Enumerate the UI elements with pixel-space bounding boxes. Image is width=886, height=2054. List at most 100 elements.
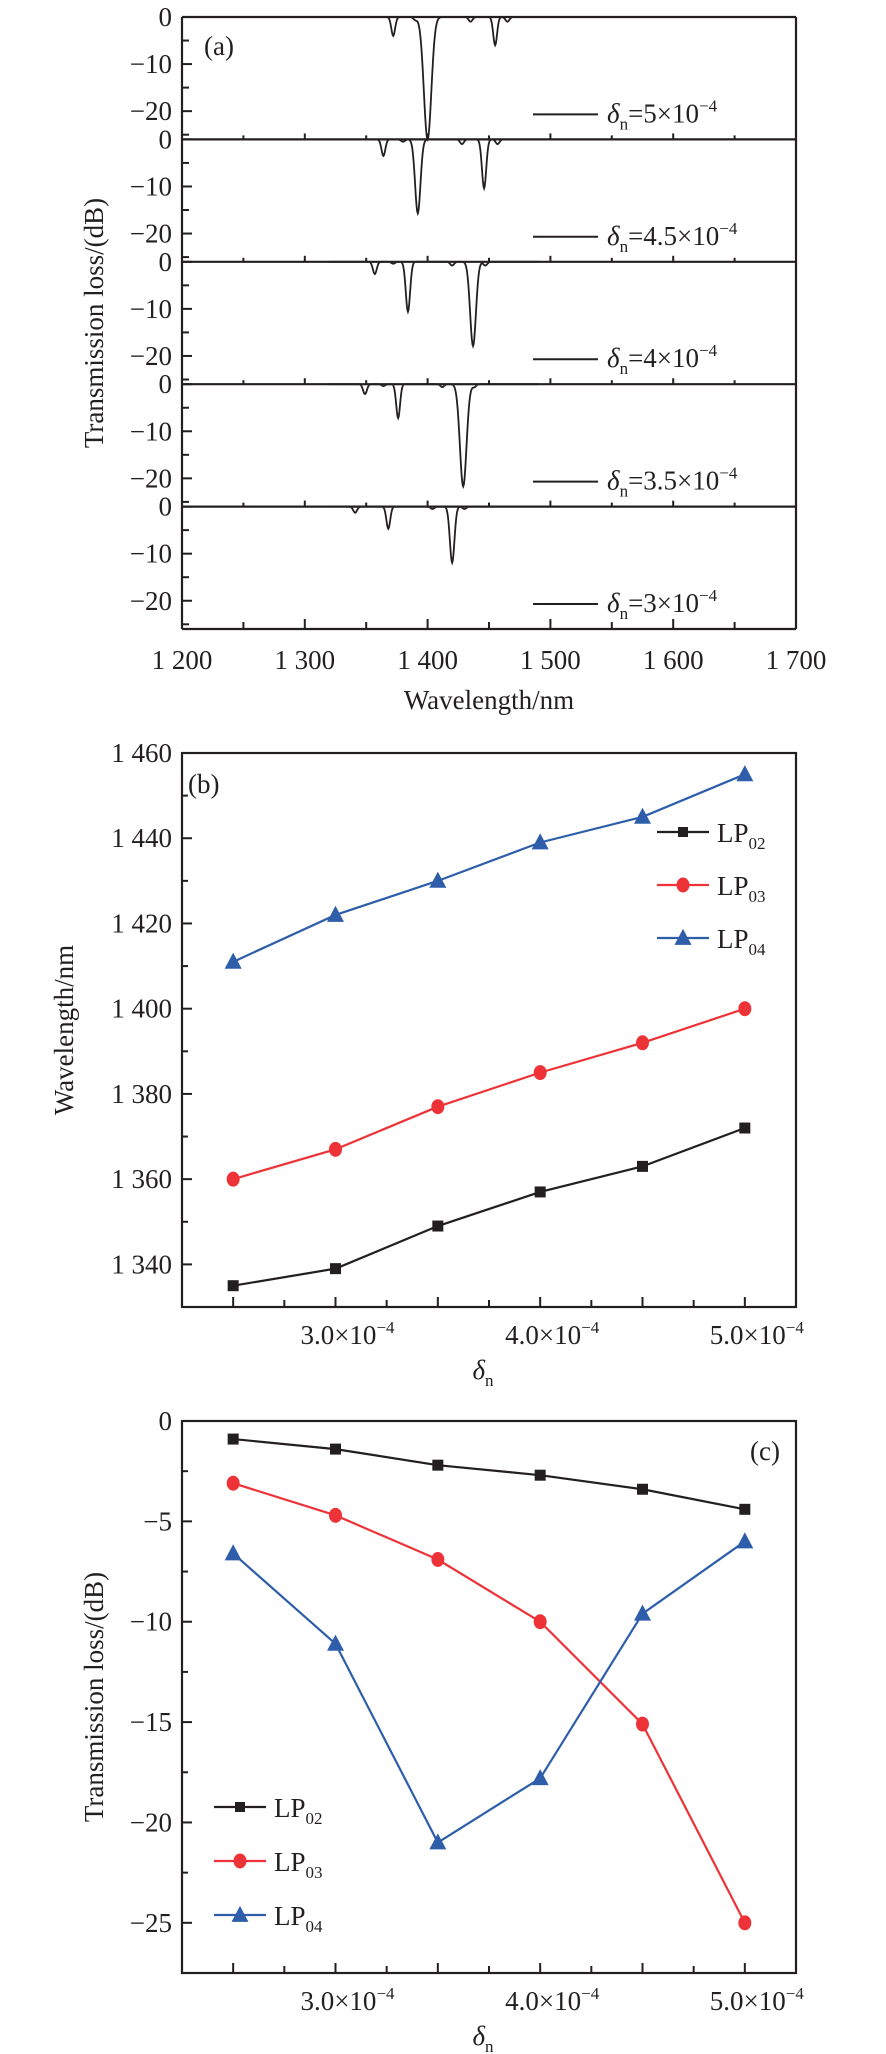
- circle-marker: [431, 1552, 445, 1568]
- subpanel-5: 0 −10 −20 δn=3×10−4: [130, 492, 796, 626]
- y-tick-label: −20: [130, 96, 172, 126]
- text-span: n: [620, 359, 629, 378]
- text-span: 5.0×10: [710, 1320, 786, 1350]
- subpanel-1: 0 −10 −20 δn=5×10−4: [130, 2, 796, 142]
- series-lp03: LP03: [226, 871, 766, 1187]
- text-span: δ: [472, 1355, 485, 1385]
- square-marker: [330, 1263, 341, 1275]
- square-marker: [227, 1433, 239, 1445]
- y-tick-label: 0: [159, 492, 173, 522]
- triangle-marker: [674, 928, 692, 945]
- circle-marker: [636, 1716, 649, 1732]
- y-tick-label: 0: [159, 1406, 173, 1436]
- text-span: LP: [717, 871, 749, 901]
- series-line: [232, 773, 746, 963]
- spectrum-curve: [329, 260, 539, 349]
- panel-b: 1 340 1 360 1 380 1 400 1 420 1 440 1 460 3.0×1…: [49, 738, 804, 1390]
- legend-label: LP03: [274, 1847, 323, 1882]
- legend-label: LP04: [717, 924, 766, 959]
- text-span: 3.0×10: [300, 1320, 376, 1350]
- legend-label: δn=4×10−4: [607, 341, 718, 378]
- series-line: [232, 1482, 746, 1924]
- text-span: =3.5×10: [628, 466, 719, 496]
- text-span: δ: [607, 98, 620, 128]
- text-span: LP: [717, 818, 749, 848]
- text-span: −4: [581, 1984, 600, 2003]
- triangle-marker: [531, 833, 549, 850]
- y-tick-label: −10: [130, 416, 172, 446]
- circle-marker: [329, 1141, 342, 1157]
- series-lp04: LP 04: [214, 1532, 754, 1936]
- legend-label: δn=3×10−4: [607, 586, 718, 623]
- y-tick-label: −10: [130, 539, 172, 569]
- text-span: LP: [274, 1847, 306, 1877]
- x-tick-label: 1 500: [520, 645, 581, 675]
- text-span: 04: [749, 940, 767, 959]
- text-span: n: [620, 482, 629, 501]
- circle-marker: [329, 1507, 342, 1523]
- y-tick-label: −20: [130, 463, 172, 493]
- y-tick-label: −10: [130, 1607, 172, 1637]
- x-axis-title: δn: [472, 2021, 494, 2054]
- y-tick-label: −20: [130, 586, 172, 616]
- y-tick-label: −10: [130, 171, 172, 201]
- square-marker: [432, 1459, 444, 1471]
- y-tick-label: −5: [143, 1506, 172, 1536]
- panel-c: 0−5−10−15−20−253.0×10−4 4.0×10−4 5.0×10−4δ…: [79, 1406, 804, 2054]
- text-span: n: [485, 2037, 494, 2054]
- plot-frame: [180, 1419, 798, 1975]
- circle-marker: [226, 1475, 240, 1491]
- plot-frame: [180, 751, 798, 1309]
- y-tick-label: 0: [159, 247, 173, 277]
- y-tick-label: 0: [159, 124, 173, 154]
- panel-label: (a): [204, 31, 234, 61]
- y-tick-label: 1 380: [111, 1079, 172, 1109]
- series-line: [232, 1540, 746, 1845]
- spectrum-curve: [329, 138, 539, 217]
- x-tick-label: 1 600: [643, 645, 704, 675]
- text-span: −4: [581, 1318, 600, 1337]
- text-span: −4: [786, 1318, 805, 1337]
- text-span: −4: [376, 1984, 395, 2003]
- circle-marker: [226, 1171, 240, 1187]
- text-span: n: [620, 604, 629, 623]
- x-tick-label: 1 700: [766, 645, 827, 675]
- text-span: 4.0×10: [505, 1320, 581, 1350]
- text-span: LP: [274, 1793, 306, 1823]
- x-tick-label: 4.0×10−4: [505, 1318, 600, 1350]
- legend-label: δn=5×10−4: [607, 96, 718, 133]
- y-axis-title: Transmission loss/(dB): [79, 198, 109, 448]
- text-span: LP: [717, 924, 749, 954]
- circle-marker: [233, 1853, 247, 1869]
- text-span: =4×10: [628, 343, 699, 373]
- text-span: 02: [749, 834, 766, 853]
- text-span: =3×10: [628, 588, 699, 618]
- text-span: δ: [607, 588, 620, 618]
- text-span: −4: [719, 464, 738, 483]
- subpanel-3: 0 −10 −20 δn=4×10−4: [130, 247, 796, 381]
- circle-marker: [636, 1035, 649, 1051]
- text-span: 04: [306, 1917, 324, 1936]
- legend-label: δn=3.5×10−4: [607, 464, 738, 501]
- y-tick-label: −15: [130, 1707, 172, 1737]
- x-tick-label: 5.0×10−4: [710, 1318, 805, 1350]
- y-tick-label: 1 360: [111, 1164, 172, 1194]
- square-marker: [678, 827, 688, 837]
- text-span: δ: [607, 343, 620, 373]
- text-span: −4: [376, 1318, 395, 1337]
- spectrum-curve: [329, 383, 539, 490]
- text-span: 4.0×10: [505, 1986, 581, 2016]
- triangle-marker: [634, 1604, 651, 1621]
- series-lp04: LP04: [224, 765, 766, 969]
- y-tick-label: 1 460: [111, 738, 172, 768]
- text-span: n: [620, 114, 629, 133]
- text-span: −4: [699, 586, 718, 605]
- square-marker: [534, 1186, 546, 1198]
- text-span: 5.0×10: [710, 1986, 786, 2016]
- x-tick-label: 1 200: [152, 645, 213, 675]
- panel-label: (c): [750, 1436, 780, 1466]
- y-tick-label: 0: [159, 369, 173, 399]
- text-span: n: [485, 1371, 494, 1390]
- square-marker: [534, 1469, 546, 1481]
